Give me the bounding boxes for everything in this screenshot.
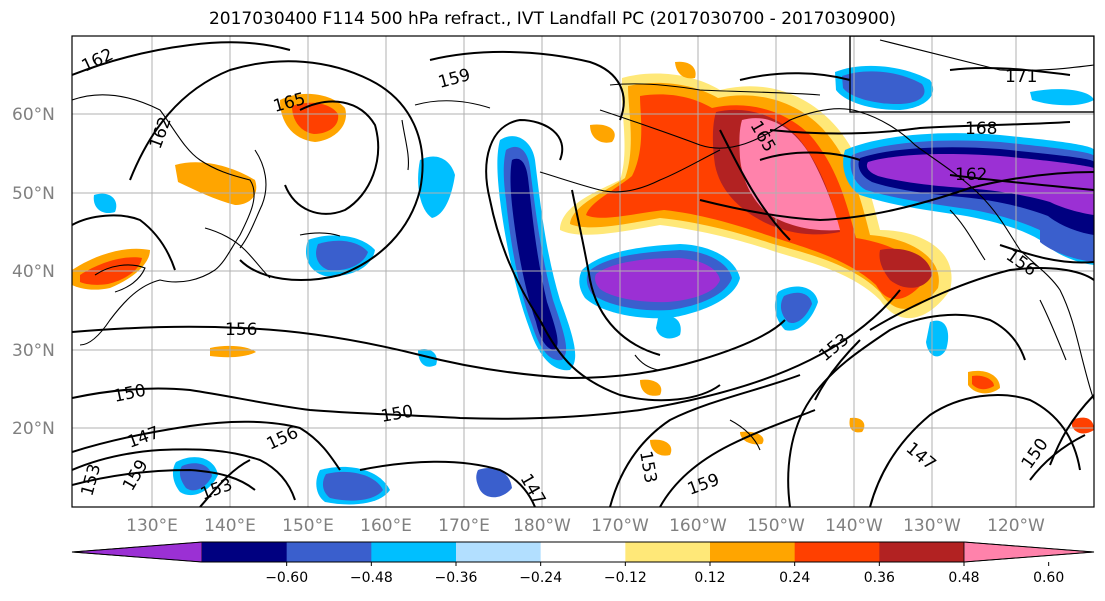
colorbar-ticks: −0.60 −0.48 −0.36 −0.24 −0.12 0.12 0.24 0.36 0.4… (265, 562, 1064, 586)
colorbar-swatches (71, 541, 1095, 563)
region-box (849, 36, 1094, 113)
contour-label: 162 (955, 165, 987, 185)
lat-label: 40°N (12, 262, 55, 282)
colorbar-tick-label: −0.48 (350, 570, 393, 586)
lon-label: 150°E (282, 516, 334, 536)
lon-label: 180°W (513, 516, 571, 536)
colorbar-tick-label: −0.12 (604, 570, 647, 586)
colorbar-tick-label: 0.24 (779, 570, 810, 586)
colorbar-swatch (540, 542, 626, 562)
lon-label: 170°W (591, 516, 649, 536)
contour-label: 171 (1005, 67, 1037, 87)
lon-label: 140°W (825, 516, 883, 536)
colorbar-tick-label: 0.36 (864, 570, 895, 586)
colorbar-tick-label: 0.12 (694, 570, 725, 586)
colorbar-tick-label: −0.24 (519, 570, 562, 586)
colorbar-swatch (625, 542, 711, 562)
map-panel: 162 159 165 162 171 168 165 162 156 156 … (72, 36, 1094, 507)
lon-label: 130°E (126, 516, 178, 536)
lat-label: 30°N (12, 341, 55, 361)
lon-label: 150°W (747, 516, 805, 536)
lon-label: 160°W (669, 516, 727, 536)
colorbar-tick-label: −0.36 (435, 570, 478, 586)
colorbar-tick-label: −0.60 (265, 570, 308, 586)
lat-label: 60°N (12, 105, 55, 125)
colorbar-outline (71, 541, 1095, 563)
gridlines (72, 36, 1094, 507)
colorbar-swatch (879, 542, 965, 562)
colorbar-tick-label: 0.60 (1033, 570, 1064, 586)
negative-anomaly-fields (93, 65, 1094, 505)
lat-label: 20°N (12, 419, 55, 439)
latitude-labels: 60°N 50°N 40°N 30°N 20°N (12, 105, 55, 439)
map-title: 2017030400 F114 500 hPa refract., IVT La… (208, 9, 896, 29)
colorbar-extend-low (71, 541, 203, 563)
coastlines (72, 39, 1094, 451)
lon-label: 120°W (987, 516, 1045, 536)
colorbar-tick-label: 0.48 (948, 570, 979, 586)
map-frame (71, 35, 1095, 508)
lon-label: 140°E (204, 516, 256, 536)
lon-label: 160°E (360, 516, 412, 536)
contour-label: 156 (225, 320, 257, 340)
colorbar-swatch (371, 542, 457, 562)
contour-label: 168 (965, 119, 997, 139)
colorbar-swatch (286, 542, 372, 562)
height-contours (72, 41, 1094, 507)
lon-label: 170°E (438, 516, 490, 536)
colorbar-swatch (456, 542, 542, 562)
lon-label: 130°W (903, 516, 961, 536)
lat-label: 50°N (12, 184, 55, 204)
colorbar-swatch (202, 542, 288, 562)
colorbar-swatch (710, 542, 796, 562)
colorbar-swatch (794, 542, 880, 562)
longitude-labels: 130°E 140°E 150°E 160°E 170°E 180°W 170°… (126, 516, 1045, 536)
colorbar: −0.60 −0.48 −0.36 −0.24 −0.12 0.12 0.24 0.36 0.4… (71, 541, 1095, 586)
colorbar-extend-high (963, 541, 1095, 563)
